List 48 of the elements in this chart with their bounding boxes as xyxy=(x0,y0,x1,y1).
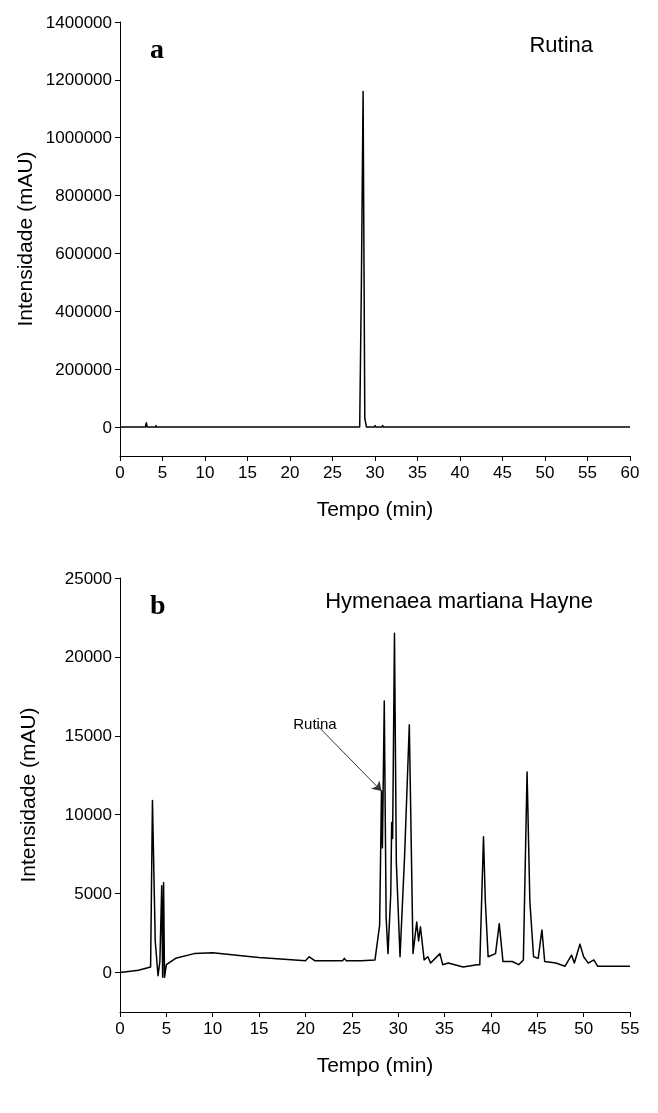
x-tick-label: 5 xyxy=(157,463,168,482)
x-axis-title: Tempo (min) xyxy=(316,497,434,520)
x-tick-label: 20 xyxy=(295,1019,315,1038)
annotation: Rutina xyxy=(293,714,338,732)
x-tick-label: 25 xyxy=(342,1019,362,1038)
x-tick-label: 5 xyxy=(161,1019,172,1038)
x-tick-label: 60 xyxy=(620,463,640,482)
chart-title: Rutina xyxy=(529,31,594,57)
x-tick-label: 0 xyxy=(115,463,125,482)
y-tick-label: 800000 xyxy=(55,186,112,206)
y-tick-label: 5000 xyxy=(74,884,112,904)
x-tick-label: 40 xyxy=(450,463,470,482)
y-tick-label: 1200000 xyxy=(45,70,112,90)
x-tick-label: 10 xyxy=(195,463,215,482)
x-tick-label: 30 xyxy=(365,463,385,482)
y-tick-label: 200000 xyxy=(55,359,112,379)
x-tick-label: 45 xyxy=(493,463,512,482)
x-tick-label: 55 xyxy=(578,463,597,482)
x-axis-title: Tempo (min) xyxy=(316,1053,434,1076)
chart-title: Hymenaea martiana Hayne xyxy=(325,587,594,613)
x-tick-label: 15 xyxy=(238,463,257,482)
x-tick-label: 30 xyxy=(388,1019,408,1038)
y-tick-label: 400000 xyxy=(55,301,112,321)
x-tick-label: 55 xyxy=(620,1019,640,1038)
y-tick-label: 20000 xyxy=(64,647,112,667)
x-tick-label: 50 xyxy=(574,1019,594,1038)
x-tick-label: 15 xyxy=(249,1019,269,1038)
y-tick-label: 600000 xyxy=(55,243,112,263)
y-axis-title: Intensidade (mAU) xyxy=(12,151,36,327)
x-tick-label: 40 xyxy=(481,1019,501,1038)
y-tick-label: 15000 xyxy=(64,726,112,746)
y-tick-label: 10000 xyxy=(64,805,112,825)
x-tick-label: 45 xyxy=(527,1019,547,1038)
y-tick-label: 1000000 xyxy=(45,128,112,148)
x-tick-label: 20 xyxy=(280,463,300,482)
y-tick-label: 1400000 xyxy=(45,12,112,32)
y-tick-label: 0 xyxy=(102,963,112,983)
x-tick-label: 35 xyxy=(435,1019,455,1038)
x-tick-label: 50 xyxy=(535,463,555,482)
x-tick-label: 10 xyxy=(203,1019,223,1038)
y-tick-label: 25000 xyxy=(64,568,112,588)
annotation: b xyxy=(150,588,166,620)
y-axis-title: Intensidade (mAU) xyxy=(16,707,39,883)
x-tick-label: 0 xyxy=(115,1019,125,1038)
annotation: a xyxy=(150,32,164,64)
x-tick-label: 25 xyxy=(323,463,342,482)
y-tick-label: 0 xyxy=(102,417,112,437)
x-tick-label: 35 xyxy=(408,463,427,482)
